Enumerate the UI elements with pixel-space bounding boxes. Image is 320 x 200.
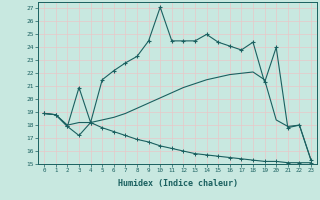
X-axis label: Humidex (Indice chaleur): Humidex (Indice chaleur) (118, 179, 238, 188)
